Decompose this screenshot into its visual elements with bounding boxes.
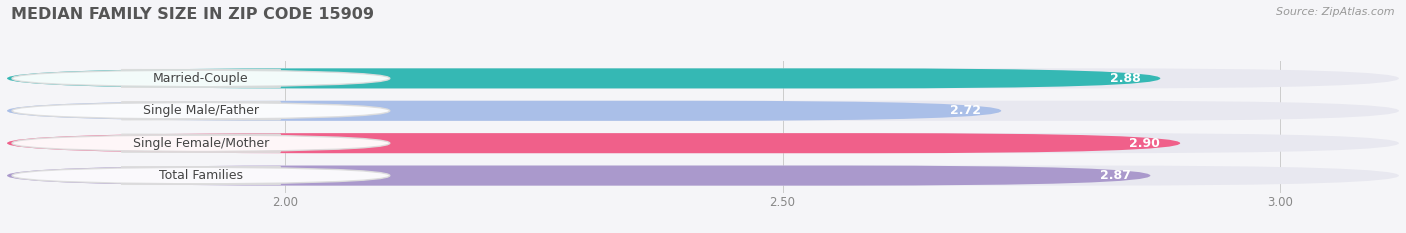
Text: 2.88: 2.88	[1109, 72, 1140, 85]
FancyBboxPatch shape	[7, 68, 1160, 89]
Text: Married-Couple: Married-Couple	[153, 72, 249, 85]
FancyBboxPatch shape	[7, 101, 1001, 121]
FancyBboxPatch shape	[7, 101, 1399, 121]
FancyBboxPatch shape	[7, 165, 1399, 186]
FancyBboxPatch shape	[7, 133, 1399, 153]
FancyBboxPatch shape	[13, 102, 389, 120]
FancyBboxPatch shape	[7, 68, 1399, 89]
Text: 2.72: 2.72	[950, 104, 981, 117]
Text: Single Female/Mother: Single Female/Mother	[132, 137, 269, 150]
FancyBboxPatch shape	[7, 133, 1180, 153]
FancyBboxPatch shape	[13, 134, 389, 152]
FancyBboxPatch shape	[7, 165, 1150, 186]
FancyBboxPatch shape	[13, 70, 389, 87]
Text: 2.87: 2.87	[1099, 169, 1130, 182]
Text: MEDIAN FAMILY SIZE IN ZIP CODE 15909: MEDIAN FAMILY SIZE IN ZIP CODE 15909	[11, 7, 374, 22]
FancyBboxPatch shape	[13, 167, 389, 184]
Text: Single Male/Father: Single Male/Father	[143, 104, 259, 117]
Text: Source: ZipAtlas.com: Source: ZipAtlas.com	[1277, 7, 1395, 17]
Text: Total Families: Total Families	[159, 169, 243, 182]
Text: 2.90: 2.90	[1129, 137, 1160, 150]
